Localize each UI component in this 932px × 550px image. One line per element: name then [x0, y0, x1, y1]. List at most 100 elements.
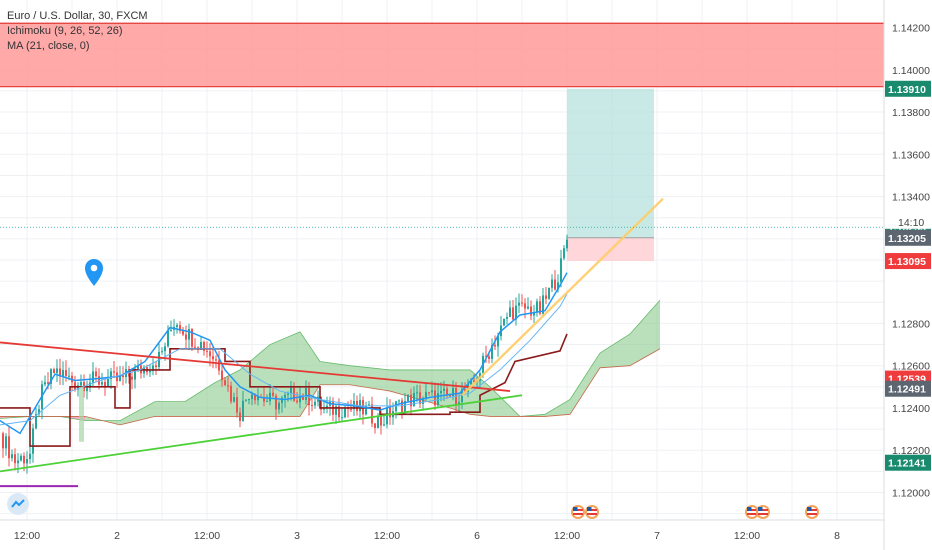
candle-body: [188, 329, 190, 340]
candle-body: [134, 368, 136, 380]
y-tick-label: 1.13800: [892, 107, 930, 119]
candle-body: [263, 396, 265, 402]
candle-body: [494, 345, 496, 347]
candle-body: [2, 433, 4, 449]
candle-body: [50, 369, 52, 384]
price-badge[interactable]: [885, 380, 931, 397]
candle-body: [428, 392, 430, 394]
x-tick-label: 8: [834, 530, 840, 542]
candle-body: [539, 301, 541, 314]
us-flag-icon[interactable]: [805, 505, 819, 519]
y-tick-label: 1.14000: [892, 65, 930, 77]
price-badge[interactable]: [885, 80, 931, 97]
candle-body: [107, 379, 109, 387]
candle-body: [377, 416, 379, 429]
candle-body: [566, 239, 568, 249]
legend-ma[interactable]: MA (21, close, 0): [7, 40, 90, 52]
y-tick-label: 1.12600: [892, 361, 930, 373]
candle-body: [542, 295, 544, 314]
candle-body: [503, 318, 505, 326]
candle-body: [119, 375, 121, 382]
cloud-segment: [630, 300, 660, 366]
y-tick-label: 1.12400: [892, 403, 930, 415]
us-flag-icon[interactable]: [585, 505, 599, 519]
us-flag-icon[interactable]: [571, 505, 585, 519]
candle-body: [131, 376, 133, 380]
candle-body: [374, 423, 376, 429]
candle-body: [164, 346, 166, 352]
candle-body: [302, 394, 304, 400]
legend-ichimoku[interactable]: Ichimoku (9, 26, 52, 26): [7, 25, 123, 37]
candle-body: [338, 406, 340, 418]
candle-body: [47, 382, 49, 384]
map-pin-icon[interactable]: [85, 259, 103, 286]
candle-body: [452, 387, 454, 397]
candle-body: [545, 295, 547, 299]
trendline-support[interactable]: [0, 394, 523, 473]
candle-body: [218, 360, 220, 371]
candle-body: [230, 385, 232, 402]
candle-body: [152, 365, 154, 371]
senkou-span-a: [0, 299, 661, 422]
candle-body: [86, 387, 88, 392]
trendline-breakout[interactable]: [461, 197, 664, 397]
candle-body: [269, 392, 271, 402]
candle-body: [287, 393, 289, 395]
candle-body: [23, 455, 25, 464]
candle-body: [296, 400, 298, 403]
price-badge-label: 1.12491: [888, 384, 926, 396]
candle-body: [179, 325, 181, 332]
candle-body: [434, 390, 436, 406]
countdown-label: 14:10: [898, 217, 924, 229]
candle-body: [509, 307, 511, 317]
candle-body: [458, 402, 460, 405]
candle-body: [167, 329, 169, 347]
candle-body: [491, 345, 493, 359]
x-tick-label: 12:00: [734, 530, 760, 542]
candle-body: [233, 397, 235, 402]
candle-body: [122, 375, 124, 378]
candle-body: [251, 394, 253, 400]
us-flag-icon[interactable]: [745, 505, 759, 519]
candle-body: [89, 382, 91, 388]
candle-body: [5, 436, 7, 449]
candle-body: [185, 334, 187, 340]
candle-body: [248, 399, 250, 401]
candle-body: [335, 406, 337, 415]
price-badge[interactable]: [885, 229, 931, 246]
candles: [2, 234, 568, 474]
legend-symbol[interactable]: Euro / U.S. Dollar, 30, FXCM: [7, 10, 148, 22]
price-badge-label: 1.13205: [888, 233, 926, 245]
price-badge-label: 1.13095: [888, 256, 926, 268]
price-badge[interactable]: [885, 454, 931, 471]
candle-body: [518, 302, 520, 306]
us-flag-icon[interactable]: [756, 505, 770, 519]
candle-body: [53, 369, 55, 374]
candle-body: [155, 365, 157, 368]
candle-body: [200, 341, 202, 350]
candle-body: [407, 394, 409, 402]
cloud-segment: [270, 331, 300, 417]
resistance-zone[interactable]: [0, 23, 884, 87]
candle-body: [446, 388, 448, 395]
candle-body: [371, 404, 373, 424]
x-tick-label: 12:00: [14, 530, 40, 542]
position-target-zone[interactable]: [567, 88, 654, 238]
candle-body: [425, 392, 427, 399]
candle-body: [14, 454, 16, 464]
x-tick-label: 12:00: [554, 530, 580, 542]
candle-body: [44, 382, 46, 385]
price-badge[interactable]: [885, 253, 931, 270]
candle-body: [56, 368, 58, 374]
cloud-segment: [320, 361, 350, 385]
tradingview-logo-icon[interactable]: [7, 493, 29, 515]
trendline-resistance[interactable]: [0, 341, 511, 392]
candle-body: [290, 387, 292, 394]
candle-body: [416, 392, 418, 394]
candle-body: [485, 355, 487, 357]
candle-body: [170, 329, 172, 331]
candle-body: [191, 329, 193, 347]
candle-body: [137, 365, 139, 369]
candle-body: [254, 394, 256, 401]
